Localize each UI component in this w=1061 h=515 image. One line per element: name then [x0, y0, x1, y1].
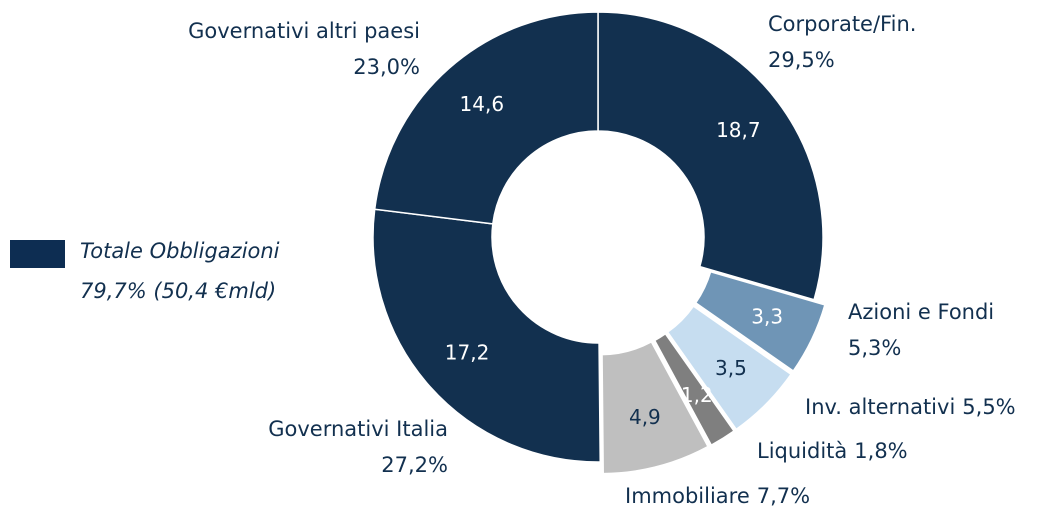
- percent-label: 27,2%: [381, 453, 448, 477]
- category-label: Azioni e Fondi: [848, 300, 994, 324]
- category-label: Inv. alternativi: [805, 395, 955, 419]
- value-label: 1,2: [681, 383, 713, 407]
- category-label: Governativi Italia: [268, 417, 448, 441]
- value-label: 3,3: [751, 304, 783, 328]
- donut-segment: [653, 332, 736, 447]
- value-label: 3,5: [715, 356, 747, 380]
- category-label: Corporate/Fin.: [768, 12, 916, 36]
- legend-detail: 79,7% (50,4 €mld): [80, 279, 276, 303]
- donut-segment: [694, 270, 826, 373]
- percent-label: 7,7%: [757, 484, 810, 508]
- category-label: Governativi altri paesi: [188, 19, 420, 43]
- percent-label: 5,3%: [848, 336, 901, 360]
- donut-segment: [597, 11, 824, 301]
- segment-label: Liquidità 1,8%: [757, 439, 908, 463]
- percent-label: 1,8%: [854, 439, 907, 463]
- value-label: 17,2: [445, 340, 490, 364]
- percent-label: 23,0%: [353, 55, 420, 79]
- value-label: 18,7: [716, 118, 761, 142]
- donut-segment: [372, 208, 601, 463]
- legend-swatch: [10, 240, 65, 268]
- category-label: Liquidità: [757, 439, 847, 463]
- donut-segment: [373, 11, 599, 225]
- percent-label: 29,5%: [768, 48, 835, 72]
- value-label: 14,6: [460, 92, 505, 116]
- segment-label: Inv. alternativi 5,5%: [805, 395, 1016, 419]
- legend-name: Totale Obbligazioni: [80, 239, 280, 263]
- donut-segment: [601, 340, 710, 475]
- value-label: 4,9: [629, 405, 661, 429]
- category-label: Immobiliare: [625, 484, 750, 508]
- donut-segment: [666, 305, 793, 431]
- segment-label: Immobiliare 7,7%: [625, 484, 810, 508]
- percent-label: 5,5%: [962, 395, 1015, 419]
